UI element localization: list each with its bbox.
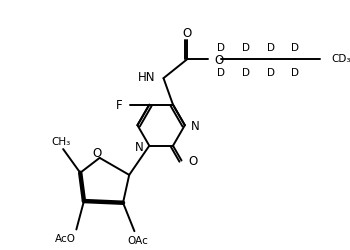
Text: D: D xyxy=(267,43,275,53)
Text: D: D xyxy=(291,43,299,53)
Text: CD₃: CD₃ xyxy=(331,54,350,64)
Text: O: O xyxy=(92,146,101,159)
Text: D: D xyxy=(291,67,299,77)
Text: D: D xyxy=(217,43,225,53)
Text: D: D xyxy=(267,67,275,77)
Text: N: N xyxy=(190,119,199,132)
Text: O: O xyxy=(183,27,192,40)
Text: F: F xyxy=(116,99,123,112)
Text: HN: HN xyxy=(138,70,155,84)
Text: CH₃: CH₃ xyxy=(52,136,71,146)
Text: N: N xyxy=(135,140,144,153)
Text: O: O xyxy=(188,154,197,167)
Text: D: D xyxy=(242,67,250,77)
Text: O: O xyxy=(215,54,224,66)
Text: D: D xyxy=(217,67,225,77)
Text: OAc: OAc xyxy=(128,235,149,245)
Text: AcO: AcO xyxy=(55,233,76,243)
Text: D: D xyxy=(242,43,250,53)
